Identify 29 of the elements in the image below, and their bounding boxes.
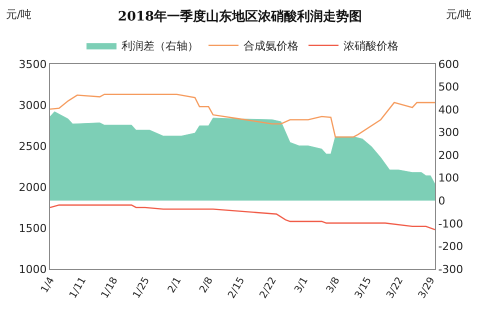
x-tick-label: 3/8 <box>324 276 342 295</box>
chart-title: 2018年一季度山东地区浓硝酸利润走势图 <box>118 8 362 25</box>
y-tick-label: 2500 <box>18 140 47 153</box>
y-axis-title: 元/吨 <box>6 8 32 21</box>
y2-tick-label: -300 <box>438 262 464 276</box>
y2-axis-title: 元/吨 <box>446 8 472 21</box>
y2-tick-label: -200 <box>438 240 464 254</box>
y2-tick-label: 300 <box>438 126 460 140</box>
y-tick-label: 3000 <box>18 98 47 112</box>
y2-tick-label: 400 <box>438 103 460 116</box>
line-series <box>50 94 435 138</box>
y-tick-label: 1000 <box>18 262 47 276</box>
y-tick-label: 2000 <box>18 180 47 194</box>
y2-tick-label: 200 <box>438 148 460 162</box>
y-tick-label: 3500 <box>18 58 47 71</box>
x-tick-label: 1/4 <box>39 276 57 295</box>
y2-tick-label: 600 <box>438 58 460 71</box>
x-tick-label: 2/8 <box>198 276 216 295</box>
legend-label: 浓硝酸价格 <box>344 40 398 53</box>
y2-tick-label: 100 <box>438 172 460 185</box>
y2-tick-label: -100 <box>438 217 464 230</box>
y2-tick-label: 0 <box>438 194 446 208</box>
line-series <box>50 204 435 230</box>
legend-label: 利润差（右轴） <box>122 40 198 53</box>
y2-tick-label: 500 <box>438 80 460 94</box>
x-tick-label: 3/1 <box>293 276 311 295</box>
y-tick-label: 1500 <box>18 222 47 235</box>
x-tick-label: 2/1 <box>166 276 184 295</box>
legend-label: 合成氨价格 <box>244 40 298 53</box>
